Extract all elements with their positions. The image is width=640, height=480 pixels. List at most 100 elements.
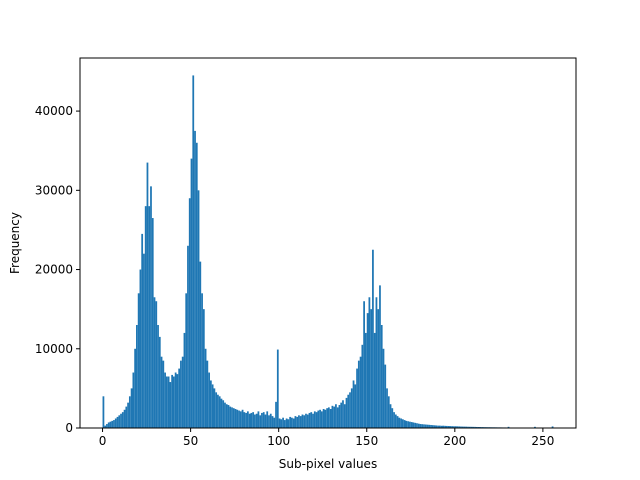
bar [329,408,332,428]
bar [232,408,235,428]
bar [106,424,108,428]
bar [391,408,394,428]
bar [231,407,233,428]
bar [468,426,471,428]
bar [292,418,295,428]
bar [121,412,124,428]
bar [435,425,438,428]
bar [109,421,112,428]
bar [209,380,212,428]
bar [350,388,353,428]
bar [298,415,300,428]
bar [366,313,369,428]
bar [218,396,221,428]
bar [266,411,269,428]
bar [357,360,360,428]
bar [139,269,142,428]
bar [107,422,110,428]
bar [340,402,343,428]
bar [379,285,381,428]
bar [236,409,239,428]
bar [308,412,311,428]
bar [463,426,466,428]
bar [250,412,253,428]
bar [157,325,159,428]
bar [102,396,105,428]
bar [475,426,478,428]
bar [299,416,302,428]
bar [315,412,318,428]
bar [393,412,395,428]
bar [303,415,306,428]
bar [438,425,441,428]
bar [222,400,225,428]
bar [245,412,247,428]
bar [426,424,429,428]
bar [173,376,175,428]
bar [291,417,293,428]
bar [440,425,443,428]
y-tick-label: 0 [65,421,73,435]
bar [254,414,256,428]
bar [347,394,350,428]
bar [178,368,181,428]
bar [310,412,313,428]
bar [111,420,114,428]
bar [324,409,327,428]
bar [155,301,158,428]
bar [534,426,536,428]
bar [116,416,119,428]
bar [141,233,144,428]
bar [202,309,205,428]
bar [164,372,166,428]
bar [410,422,413,428]
bar [472,426,475,428]
bar [201,293,203,428]
bar [453,426,455,428]
bar [405,420,408,428]
bar [467,426,469,428]
bar [148,206,151,428]
bar [287,419,290,428]
bar [312,413,314,428]
bar [114,418,117,428]
bar [444,425,447,428]
bar [460,426,462,428]
bar [174,372,177,428]
bar [275,401,277,428]
bar [206,360,209,428]
bar [176,374,179,428]
bar [269,413,272,428]
bar [507,426,510,428]
bar [372,249,374,428]
bar [188,198,191,428]
bar [143,253,145,428]
bar [373,332,376,428]
x-tick-label: 0 [99,434,107,448]
bar [238,410,240,428]
bar [130,388,133,428]
bar [320,411,323,428]
x-tick-label: 250 [531,434,554,448]
x-tick-label: 100 [267,434,290,448]
bar [386,388,388,428]
bar [195,142,198,429]
bar [128,396,131,428]
bar [241,409,244,428]
bar [551,426,554,428]
bar [336,407,339,428]
bar [220,398,223,428]
bar [190,158,193,429]
bar [224,402,226,428]
bar [217,394,219,428]
bar [377,309,380,428]
bar [183,332,186,428]
bar [146,162,149,428]
bar [338,405,341,428]
y-tick-label: 20000 [35,263,73,277]
bar [421,424,424,428]
bar [387,396,390,428]
bar [470,426,473,428]
bar [424,424,427,428]
bar [363,301,365,428]
